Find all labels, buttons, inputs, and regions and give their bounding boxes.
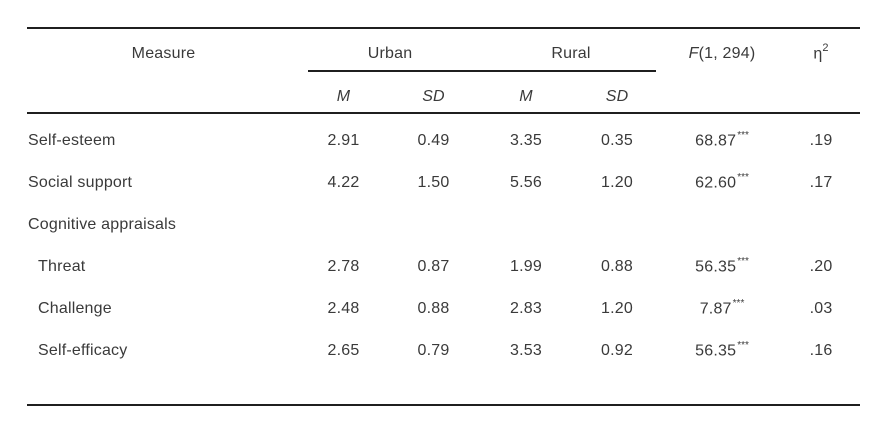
rural-mean-cell xyxy=(480,204,572,246)
urban-mean-cell: 2.91 xyxy=(327,132,360,149)
f-value-cell: 56.35*** xyxy=(695,256,749,276)
subheader-rural-sd: SD xyxy=(605,88,629,105)
f-value-cell: 7.87*** xyxy=(699,298,745,318)
table-row-group-label: Cognitive appraisals xyxy=(27,204,860,246)
measure-cell: Social support xyxy=(28,174,133,191)
significance-asterisks: *** xyxy=(732,298,745,310)
urban-mean-cell: 4.22 xyxy=(327,174,360,191)
urban-sd-cell: 1.50 xyxy=(417,174,450,191)
measure-cell: Challenge xyxy=(38,300,112,317)
group-header-row: Measure Urban Rural F(1, 294) η2 xyxy=(27,29,860,70)
urban-mean-cell: 2.78 xyxy=(327,258,360,275)
urban-mean-cell: 2.65 xyxy=(327,342,360,359)
f-degrees-of-freedom: (1, 294) xyxy=(698,45,756,62)
spacer-row xyxy=(27,112,860,120)
subheader-urban-mean: M xyxy=(336,88,351,105)
significance-asterisks: *** xyxy=(737,130,749,142)
col-header-eta-squared: η2 xyxy=(782,29,860,70)
anova-results-table: Measure Urban Rural F(1, 294) η2 M SD M … xyxy=(27,29,860,372)
f-value-cell: 62.60*** xyxy=(695,172,749,192)
rural-sd-cell: 1.20 xyxy=(601,300,633,317)
measure-group-cell: Cognitive appraisals xyxy=(28,216,177,233)
f-symbol: F xyxy=(688,45,699,62)
subheader-row: M SD M SD xyxy=(27,70,860,112)
urban-sd-cell xyxy=(387,204,480,246)
header-divider-rule xyxy=(27,112,860,114)
measure-cell: Self-esteem xyxy=(28,132,116,149)
rural-mean-cell: 5.56 xyxy=(510,174,542,191)
urban-rural-spanner-rule xyxy=(308,70,656,72)
eta-symbol: η xyxy=(813,45,823,62)
f-value-cell: 56.35*** xyxy=(695,340,749,360)
significance-asterisks: *** xyxy=(737,172,749,184)
rural-sd-cell xyxy=(572,204,662,246)
table-row: Threat 2.78 0.87 1.99 0.88 56.35*** .20 xyxy=(27,246,860,288)
spanner-header-urban: Urban xyxy=(367,45,413,62)
significance-asterisks: *** xyxy=(737,340,749,352)
f-value-cell xyxy=(662,204,782,246)
subheader-empty xyxy=(662,70,782,112)
urban-mean-cell xyxy=(300,204,387,246)
eta-squared-cell: .03 xyxy=(809,300,833,317)
subheader-empty xyxy=(782,70,860,112)
eta-squared-cell: .17 xyxy=(809,174,833,191)
rural-sd-cell: 1.20 xyxy=(601,174,633,191)
urban-sd-cell: 0.79 xyxy=(417,342,450,359)
rural-mean-cell: 3.53 xyxy=(510,342,542,359)
subheader-empty xyxy=(27,70,300,112)
urban-sd-cell: 0.87 xyxy=(417,258,450,275)
eta-squared-cell: .16 xyxy=(809,342,833,359)
eta-squared-cell: .19 xyxy=(809,132,833,149)
rural-mean-cell: 2.83 xyxy=(510,300,542,317)
spanner-header-rural: Rural xyxy=(551,45,591,62)
table-row: Self-efficacy 2.65 0.79 3.53 0.92 56.35*… xyxy=(27,330,860,372)
table-bottom-rule xyxy=(27,404,860,406)
rural-sd-cell: 0.88 xyxy=(601,258,633,275)
urban-mean-cell: 2.48 xyxy=(327,300,360,317)
table-top-rule xyxy=(27,27,860,29)
rural-mean-cell: 3.35 xyxy=(510,132,542,149)
table-row: Self-esteem 2.91 0.49 3.35 0.35 68.87***… xyxy=(27,120,860,162)
rural-mean-cell: 1.99 xyxy=(510,258,542,275)
col-header-measure: Measure xyxy=(131,45,196,62)
subheader-urban-sd: SD xyxy=(422,88,445,105)
rural-sd-cell: 0.92 xyxy=(601,342,633,359)
significance-asterisks: *** xyxy=(737,256,749,268)
urban-sd-cell: 0.88 xyxy=(417,300,450,317)
measure-cell: Threat xyxy=(38,258,86,275)
eta-exponent: 2 xyxy=(822,41,829,54)
rural-sd-cell: 0.35 xyxy=(601,132,633,149)
table-row: Challenge 2.48 0.88 2.83 1.20 7.87*** .0… xyxy=(27,288,860,330)
eta-squared-cell: .20 xyxy=(809,258,833,275)
eta-squared-cell xyxy=(782,204,860,246)
f-value-cell: 68.87*** xyxy=(695,130,749,150)
measure-cell: Self-efficacy xyxy=(38,342,128,359)
col-header-f-statistic: F(1, 294) xyxy=(662,29,782,70)
table-row: Social support 4.22 1.50 5.56 1.20 62.60… xyxy=(27,162,860,204)
urban-sd-cell: 0.49 xyxy=(417,132,450,149)
subheader-rural-mean: M xyxy=(519,88,533,105)
